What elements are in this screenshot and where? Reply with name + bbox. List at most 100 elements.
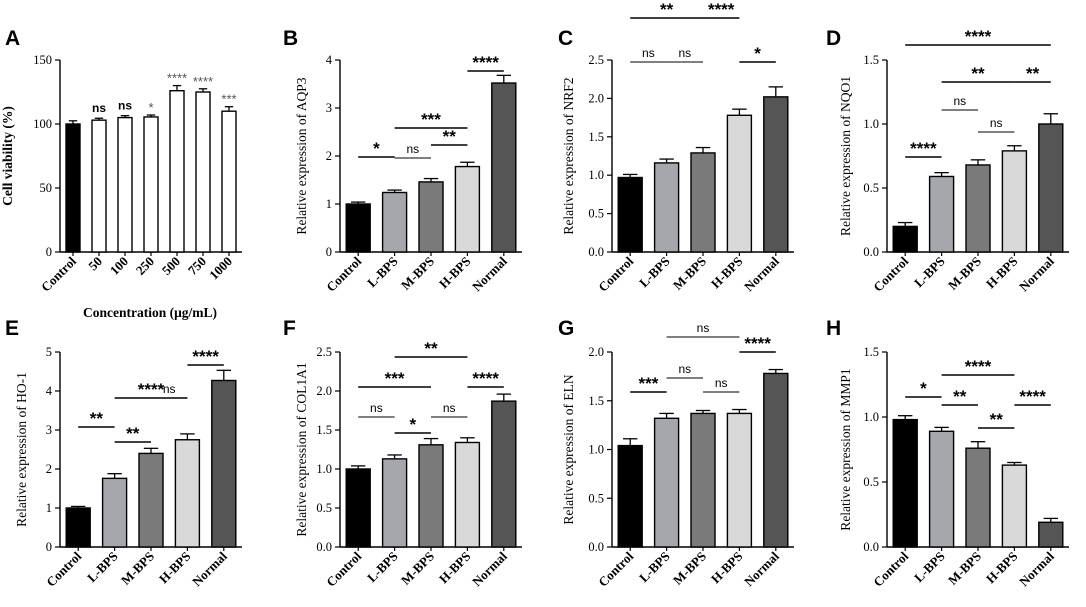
comparison-label: ** [90,409,104,428]
comparison-label: **** [708,0,735,19]
comparison-label: ** [953,387,967,406]
y-tick-label: 0.5 [863,475,879,489]
y-tick-label: 2.5 [316,345,332,359]
bar-m-bps [418,181,444,253]
x-tick-label: Control [870,548,911,589]
y-tick-label: 2.5 [588,53,604,67]
x-tick-label: M-BPS [398,254,437,293]
comparison-label: ** [660,0,674,19]
comparison-label: ** [990,410,1004,429]
significance-label: ns [92,101,106,115]
y-tick-label: 0 [46,245,52,259]
comparison-label: ns [370,401,383,415]
x-tick-label: M-BPS [398,549,437,588]
x-tick-label: L-BPS [636,254,673,291]
comparison-label: **** [744,334,771,353]
y-tick-label: 1.5 [863,345,879,359]
y-tick-label: 2 [326,149,332,163]
comparison-label: ns [990,116,1003,130]
comparison-label: ** [1026,64,1040,83]
y-tick-label: 150 [33,53,52,67]
y-tick-label: 0.0 [863,540,879,554]
x-axis-label: Concentration (μg/mL) [83,305,217,320]
comparison-label: ** [424,339,438,358]
bar-h-bps [454,165,481,253]
x-tick-label: Normal [469,548,510,589]
panel-d: D 0.0 0.5 1.0 1.5 Relative expression of NQO1… [826,27,1069,295]
bar-l-bps [653,417,680,548]
bar-control [892,225,918,253]
y-tick-label: 1.5 [863,53,879,67]
comparison-label: ns [163,382,176,396]
x-tick-label: Control [323,253,364,294]
bar-250 [143,116,159,253]
y-axis-label: Relative expression of HO-1 [14,372,29,527]
comparison-label: ns [406,142,419,156]
comparison-label: ns [443,401,456,415]
panel-letter: D [826,27,841,50]
panel-letter: A [5,27,20,50]
y-tick-label: 0.0 [588,245,604,259]
comparison-label: **** [472,369,499,388]
panel-letter: G [558,317,574,340]
y-tick-label: 2.0 [588,91,604,105]
y-tick-label: 1.0 [588,443,604,457]
x-tick-label: H-BPS [708,254,746,292]
bar-l-bps [653,162,680,253]
y-axis-label: Cell viability (%) [0,106,15,206]
bar-750 [195,91,211,253]
y-tick-label: 1.0 [588,168,604,182]
bar-control [65,507,91,548]
y-tick-label: 0 [46,540,52,554]
x-tick-label: Control [870,253,911,294]
comparison-label: **** [910,139,937,158]
x-tick-label: M-BPS [945,549,984,588]
x-tick-label: Control [595,548,636,589]
bar-500 [169,90,185,253]
x-tick-label: Normal [469,253,510,294]
y-tick-label: 0.5 [863,181,879,195]
bar-50 [91,119,107,253]
significance-label: * [148,100,153,115]
x-tick-label: Normal [189,548,230,589]
bar-m-bps [965,447,991,548]
comparison-label: **** [472,53,499,72]
y-tick-label: 4 [326,53,333,67]
y-tick-label: 0.0 [588,540,604,554]
y-tick-label: 1.5 [588,130,604,144]
y-axis-label: Relative expression of MMP1 [838,368,853,530]
x-tick-label: Control [323,548,364,589]
y-axis-label: Relative expression of NRF2 [561,77,576,234]
x-tick-label: 1000 [206,254,235,283]
y-tick-label: 0.0 [316,540,332,554]
y-tick-label: 2.0 [316,384,332,398]
bar-l-bps [928,430,955,548]
panel-letter: B [283,27,298,50]
x-tick-label: 250 [133,254,157,278]
bar-m-bps [690,412,716,548]
bar-control [617,176,643,253]
panel-b: B 0 1 2 3 4 Relative expression of AQP3 Control… [283,27,522,295]
significance-label: *** [221,92,236,107]
significance-label: **** [167,71,187,86]
panel-letter: F [283,317,296,340]
bar-h-bps [454,441,481,548]
x-tick-label: M-BPS [118,549,157,588]
x-tick-label: Control [595,253,636,294]
y-tick-label: 1.0 [863,410,879,424]
bar-m-bps [965,164,991,253]
x-tick-label: L-BPS [911,254,948,291]
comparison-label: ns [697,321,710,335]
y-tick-label: 1 [46,501,52,515]
bar-h-bps [1001,150,1028,253]
x-tick-label: L-BPS [636,549,673,586]
comparison-label: * [409,415,416,434]
x-tick-label: Control [43,548,84,589]
comparison-label: * [920,379,927,398]
x-tick-label: Normal [1016,253,1057,294]
x-tick-label: H-BPS [436,254,474,292]
bar-m-bps [418,444,444,548]
panel-e: E 0 1 2 3 4 5 Relative expression of HO-1 Contro… [5,317,242,590]
y-tick-label: 0.5 [316,501,332,515]
